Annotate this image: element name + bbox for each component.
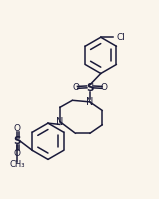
Text: CH₃: CH₃ bbox=[10, 160, 25, 169]
Text: S: S bbox=[14, 136, 21, 146]
Text: S: S bbox=[86, 83, 93, 94]
Text: O: O bbox=[72, 83, 79, 92]
Text: N: N bbox=[56, 117, 63, 127]
Text: O: O bbox=[14, 124, 21, 133]
Text: Cl: Cl bbox=[117, 33, 125, 42]
Text: N: N bbox=[86, 97, 93, 107]
Text: O: O bbox=[14, 149, 21, 158]
Text: O: O bbox=[100, 83, 107, 92]
